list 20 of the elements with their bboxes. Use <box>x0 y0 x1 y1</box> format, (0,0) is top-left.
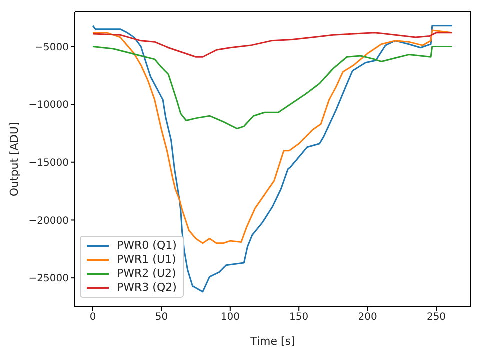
y-tick-label: −20000 <box>28 216 69 227</box>
x-tick-label: 150 <box>290 312 309 324</box>
legend-label: PWR0 (Q1) <box>117 239 177 253</box>
x-tick-label: 100 <box>220 312 240 324</box>
x-axis-title: Time [s] <box>250 335 296 347</box>
line-series <box>92 32 454 58</box>
line-series <box>92 46 454 130</box>
y-tick-label: −25000 <box>28 274 69 285</box>
legend-label: PWR1 (U1) <box>117 253 176 267</box>
x-tick-label: 250 <box>426 312 446 324</box>
y-axis-title: Output [ADU] <box>8 122 21 197</box>
x-tick-label: 0 <box>90 312 96 324</box>
y-tick-label: −10000 <box>28 100 69 112</box>
line-series <box>92 25 454 293</box>
legend-label: PWR2 (U2) <box>117 267 176 281</box>
x-tick-label: 50 <box>155 312 168 324</box>
x-tick-label: 200 <box>358 312 378 324</box>
legend-label: PWR3 (Q2) <box>117 281 177 295</box>
y-tick-label: −15000 <box>28 158 69 169</box>
y-tick-label: −5000 <box>35 42 69 54</box>
